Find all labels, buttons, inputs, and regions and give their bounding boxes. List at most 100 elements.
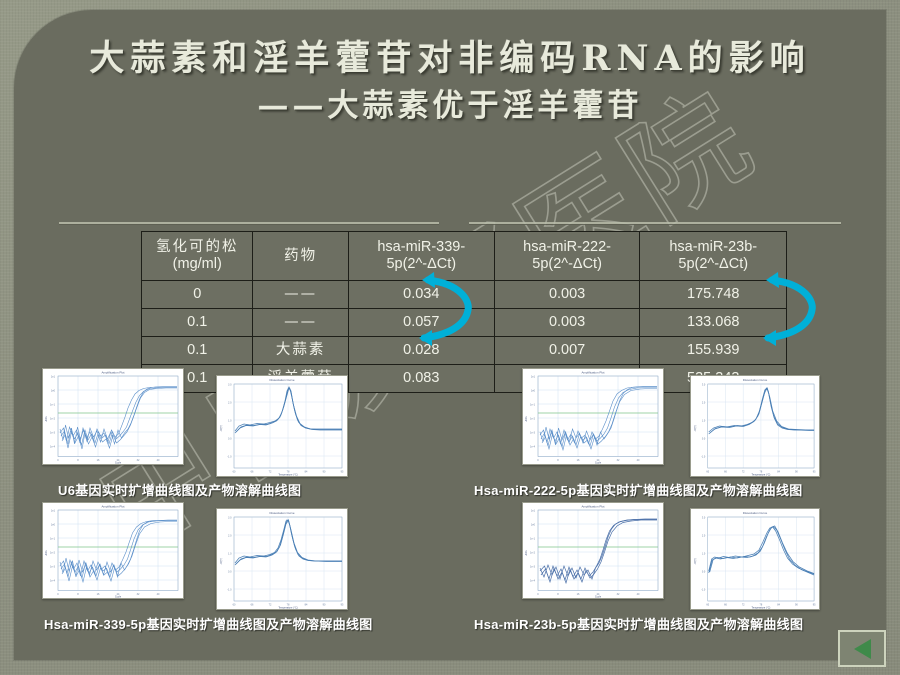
svg-text:Cycle: Cycle xyxy=(595,462,602,465)
svg-text:-R'(T): -R'(T) xyxy=(694,425,697,431)
svg-text:72: 72 xyxy=(269,604,272,607)
svg-text:ΔRn: ΔRn xyxy=(45,550,48,555)
page-subtitle: ——大蒜素优于淫羊藿苷 xyxy=(257,88,643,124)
svg-text:1e1: 1e1 xyxy=(51,376,56,379)
svg-text:16: 16 xyxy=(577,459,580,462)
th-drug: 药物 xyxy=(252,231,349,281)
svg-text:Temperature (°C): Temperature (°C) xyxy=(278,607,297,610)
svg-text:3.0: 3.0 xyxy=(228,517,232,520)
svg-text:16: 16 xyxy=(97,459,100,462)
svg-text:1e-4: 1e-4 xyxy=(50,446,56,449)
svg-text:60: 60 xyxy=(706,470,709,473)
triangle-left-icon xyxy=(853,638,871,659)
melt-curve-u6: Dissociation Curve 3.0 2.0 1.0 0.0 xyxy=(216,375,348,477)
svg-text:ΔRn: ΔRn xyxy=(525,416,528,421)
cell-mir222: 0.003 xyxy=(493,280,641,309)
th-mir339: hsa-miR-339- 5p(2^-ΔCt) xyxy=(347,231,495,281)
results-table-container: 氢化可的松 (mg/ml) 药物 hsa-miR-339- 5p(2^-ΔCt)… xyxy=(140,231,787,393)
cell-dose: 0 xyxy=(140,280,254,309)
svg-text:32: 32 xyxy=(137,593,140,596)
svg-text:ΔRn: ΔRn xyxy=(525,550,528,555)
svg-text:66: 66 xyxy=(251,471,254,474)
cell-drug: 大蒜素 xyxy=(252,336,349,365)
svg-text:-1.0: -1.0 xyxy=(227,456,232,459)
svg-text:2.0: 2.0 xyxy=(702,401,706,404)
svg-text:40: 40 xyxy=(637,459,640,462)
svg-text:84: 84 xyxy=(305,604,308,607)
svg-text:-1.0: -1.0 xyxy=(701,455,706,458)
svg-text:1e0: 1e0 xyxy=(51,390,56,393)
svg-text:8: 8 xyxy=(557,459,559,462)
svg-text:2.0: 2.0 xyxy=(228,402,232,405)
svg-text:84: 84 xyxy=(305,471,308,474)
table-row: 0.1 —— 0.057 0.003 133.068 xyxy=(140,308,787,337)
svg-text:95: 95 xyxy=(813,470,816,473)
figure-caption-mir222: Hsa-miR-222-5p基因实时扩增曲线图及产物溶解曲线图 xyxy=(474,483,803,498)
th-dose-line1: 氢化可的松 xyxy=(155,239,239,255)
svg-text:60: 60 xyxy=(706,603,709,606)
svg-text:-R'(T): -R'(T) xyxy=(220,558,223,564)
th-dose-line2: (mg/ml) xyxy=(172,256,222,272)
svg-text:32: 32 xyxy=(137,459,140,462)
svg-text:72: 72 xyxy=(269,471,272,474)
th-mir23b: hsa-miR-23b- 5p(2^-ΔCt) xyxy=(639,231,787,281)
svg-text:0.0: 0.0 xyxy=(228,438,232,441)
melt-curve-mir339: Dissociation Curve 3.0 2.0 1.0 0.0 xyxy=(216,508,348,610)
svg-text:1e-4: 1e-4 xyxy=(530,580,536,583)
svg-text:3.0: 3.0 xyxy=(702,383,706,386)
svg-text:1e-1: 1e-1 xyxy=(530,538,536,541)
svg-text:78: 78 xyxy=(760,470,763,473)
th-drug-label: 药物 xyxy=(284,247,318,264)
svg-text:84: 84 xyxy=(777,470,780,473)
svg-text:ΔRn: ΔRn xyxy=(45,416,48,421)
table-row: 0 —— 0.034 0.003 175.748 xyxy=(140,280,787,309)
svg-text:78: 78 xyxy=(287,604,290,607)
svg-text:0: 0 xyxy=(537,459,539,462)
svg-text:-1.0: -1.0 xyxy=(227,589,232,592)
slide-canvas: 中日友好医院 大蒜素和淫羊藿苷对非编码RNA的影响 ——大蒜素优于淫羊藿苷 氢化… xyxy=(14,10,886,660)
svg-text:1e1: 1e1 xyxy=(531,510,536,513)
svg-text:1.0: 1.0 xyxy=(228,420,232,423)
svg-text:2.0: 2.0 xyxy=(702,534,706,537)
table-head: 氢化可的松 (mg/ml) 药物 hsa-miR-339- 5p(2^-ΔCt)… xyxy=(140,231,787,281)
svg-text:24: 24 xyxy=(117,459,120,462)
svg-text:Amplification Plot: Amplification Plot xyxy=(581,505,604,509)
svg-text:1e1: 1e1 xyxy=(531,376,536,379)
th-mir222-line2: 5p(2^-ΔCt) xyxy=(532,256,602,272)
svg-text:24: 24 xyxy=(597,459,600,462)
svg-text:0: 0 xyxy=(537,593,539,596)
svg-text:1e0: 1e0 xyxy=(51,524,56,527)
svg-text:95: 95 xyxy=(813,603,816,606)
svg-text:40: 40 xyxy=(157,593,160,596)
th-mir339-line1: hsa-miR-339- xyxy=(377,239,466,255)
svg-text:1e-2: 1e-2 xyxy=(50,418,56,421)
svg-text:1e-2: 1e-2 xyxy=(530,552,536,555)
svg-text:60: 60 xyxy=(233,471,236,474)
svg-text:1e-1: 1e-1 xyxy=(530,404,536,407)
cell-mir222: 0.003 xyxy=(493,308,641,337)
svg-text:1e1: 1e1 xyxy=(51,510,56,513)
svg-text:40: 40 xyxy=(637,593,640,596)
amplification-plot-u6: Amplification Plot 1e1 1e0 xyxy=(42,368,184,465)
svg-text:Dissociation Curve: Dissociation Curve xyxy=(269,378,294,382)
previous-slide-button[interactable] xyxy=(838,630,886,667)
svg-text:Temperature (°C): Temperature (°C) xyxy=(751,606,770,609)
th-mir23b-line1: hsa-miR-23b- xyxy=(669,239,758,255)
svg-text:78: 78 xyxy=(287,471,290,474)
divider-right xyxy=(469,222,841,225)
results-table: 氢化可的松 (mg/ml) 药物 hsa-miR-339- 5p(2^-ΔCt)… xyxy=(140,231,787,393)
svg-text:1.0: 1.0 xyxy=(702,552,706,555)
svg-text:95: 95 xyxy=(341,604,344,607)
svg-text:72: 72 xyxy=(742,603,745,606)
amplification-plot-mir23b: Amplification Plot 1e1 1e0 1 xyxy=(522,502,664,599)
svg-text:84: 84 xyxy=(777,603,780,606)
svg-text:78: 78 xyxy=(760,603,763,606)
svg-text:Dissociation Curve: Dissociation Curve xyxy=(743,378,768,382)
svg-text:90: 90 xyxy=(323,471,326,474)
table-header-row: 氢化可的松 (mg/ml) 药物 hsa-miR-339- 5p(2^-ΔCt)… xyxy=(140,231,787,281)
svg-text:1e-3: 1e-3 xyxy=(50,566,56,569)
figure-caption-u6: U6基因实时扩增曲线图及产物溶解曲线图 xyxy=(58,483,302,498)
svg-text:Cycle: Cycle xyxy=(595,596,602,599)
svg-text:32: 32 xyxy=(617,459,620,462)
svg-text:32: 32 xyxy=(617,593,620,596)
